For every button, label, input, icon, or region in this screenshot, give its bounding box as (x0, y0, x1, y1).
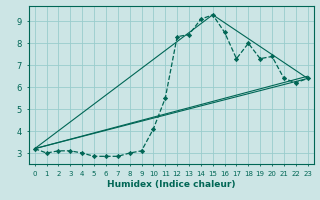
X-axis label: Humidex (Indice chaleur): Humidex (Indice chaleur) (107, 180, 236, 189)
